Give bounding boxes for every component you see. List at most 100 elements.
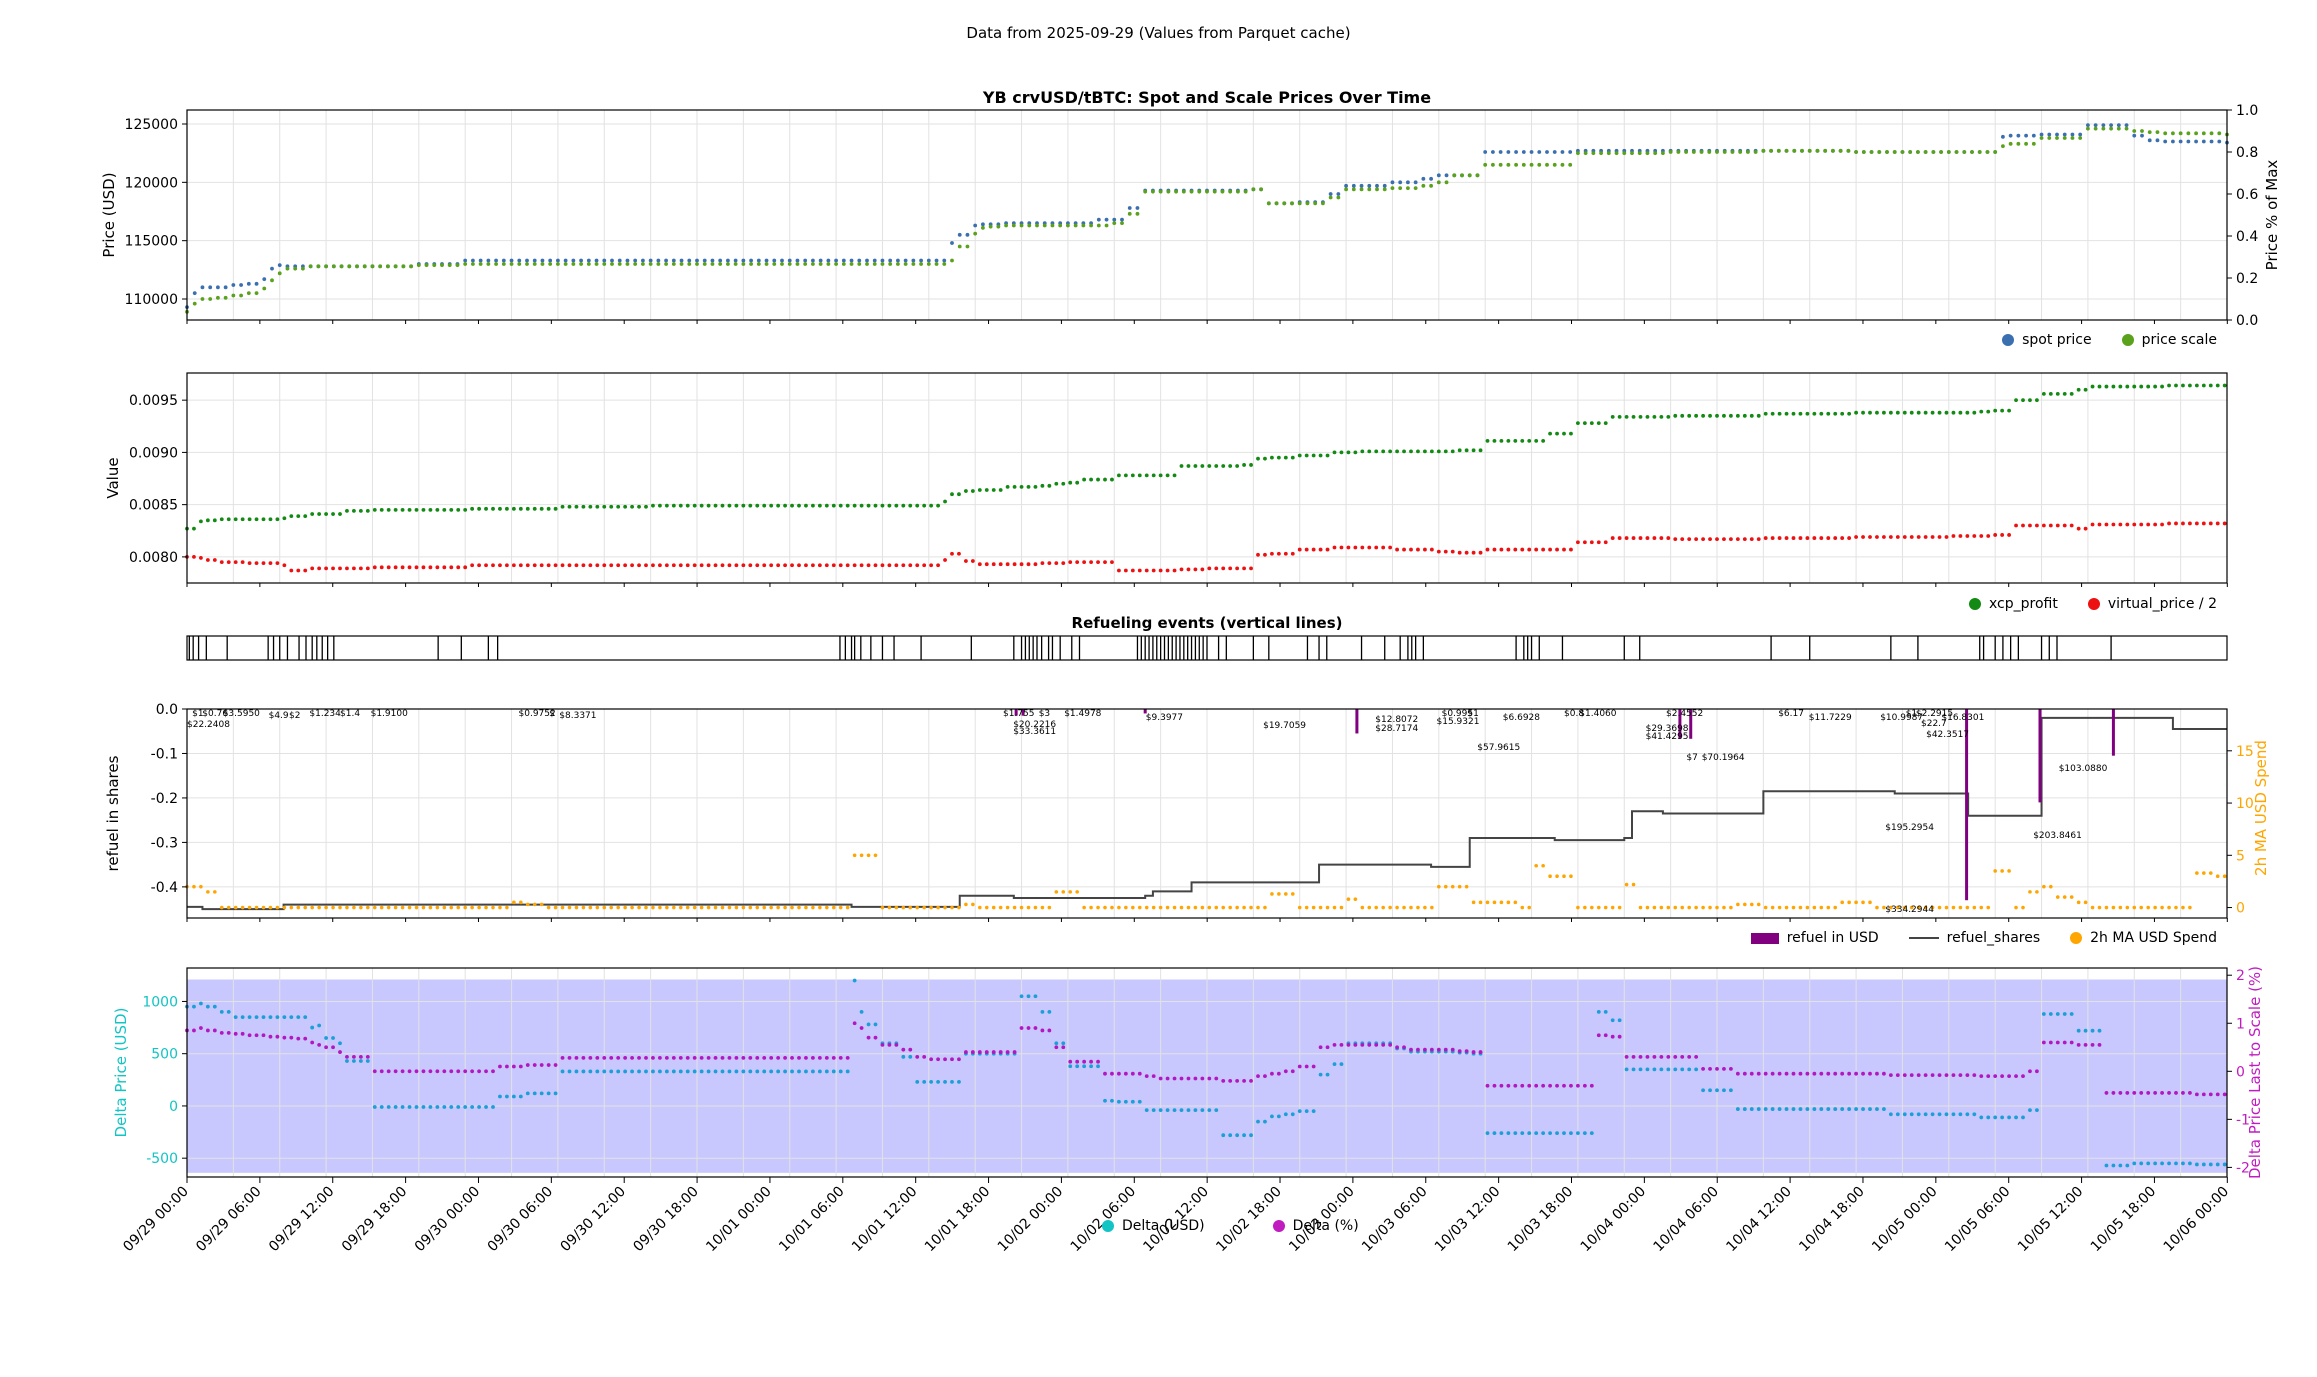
xcp-profit-point: [804, 503, 808, 508]
delta-usd-point: [1701, 1088, 1705, 1093]
xcp-profit-point: [1701, 413, 1705, 418]
virtual-price-point: [699, 563, 704, 568]
ma-usd-spend-point: [2132, 905, 2137, 910]
spot-price-point: [501, 258, 506, 263]
price-scale-point: [950, 258, 954, 263]
delta-pct-point: [671, 1055, 676, 1060]
legend-label-spot: spot price: [2022, 332, 2092, 348]
delta-usd-point: [1332, 1062, 1337, 1067]
delta-usd-point: [2194, 1162, 2199, 1167]
virtual-price-point: [1895, 535, 1900, 539]
ma-usd-spend-point: [498, 905, 502, 910]
delta-usd-point: [539, 1091, 544, 1096]
spot-price-point: [1390, 180, 1395, 185]
ma-usd-spend-point: [1520, 905, 1525, 910]
delta-usd-point: [428, 1105, 433, 1109]
spot-price-point: [926, 258, 931, 263]
delta-pct-point: [2097, 1042, 2102, 1047]
spot-price-point: [888, 258, 893, 263]
delta-pct-point: [1562, 1083, 1566, 1088]
spot-price-point: [718, 258, 723, 263]
price-scale-point: [401, 264, 406, 269]
spot-price-point: [787, 258, 792, 263]
delta-pct-point: [2000, 1074, 2005, 1079]
virtual-price-point: [720, 563, 725, 568]
virtual-price-point: [331, 566, 335, 571]
xcp-profit-point: [2201, 383, 2206, 388]
xcp-profit-point: [2035, 398, 2039, 403]
virtual-price-point: [1061, 561, 1066, 566]
virtual-price-point: [1534, 547, 1539, 552]
virtual-price-point: [1457, 550, 1462, 555]
xcp-profit-point: [1123, 473, 1128, 478]
delta-usd-point: [2014, 1115, 2018, 1120]
delta-usd-point: [2021, 1115, 2025, 1120]
ma-usd-spend-point: [1986, 905, 1991, 910]
ma-usd-spend-point: [192, 884, 196, 889]
delta-usd-point: [2083, 1028, 2088, 1033]
price-scale-point: [1166, 189, 1171, 194]
legend-marker-virtual: [2087, 598, 2100, 610]
virtual-price-point: [1123, 568, 1128, 573]
virtual-price-point: [880, 563, 885, 568]
spot-price-point: [911, 258, 916, 263]
virtual-price-point: [303, 568, 308, 573]
delta-pct-point: [1986, 1074, 1991, 1079]
xcp-profit-point: [1875, 410, 1879, 415]
xcp-profit-point: [2174, 383, 2178, 388]
xcp-profit-point: [1388, 449, 1393, 454]
price-scale-point: [1877, 150, 1882, 154]
y-tick-label: 0: [169, 1099, 178, 1115]
virtual-price-point: [1103, 560, 1107, 565]
xcp-profit-point: [1089, 477, 1093, 482]
price-scale-point: [888, 262, 893, 266]
xcp-profit-point: [1979, 409, 1984, 414]
ma-usd-spend-point: [616, 905, 620, 910]
price-scale-point: [1668, 150, 1673, 154]
delta-pct-point: [2014, 1074, 2018, 1079]
delta-pct-point: [1270, 1071, 1274, 1076]
delta-pct-point: [1409, 1047, 1413, 1052]
price-scale-point: [702, 262, 707, 266]
xcp-profit-point: [1589, 421, 1594, 426]
ma-usd-spend-point: [1430, 905, 1434, 910]
ma-usd-spend-point: [449, 905, 454, 910]
price-scale-point: [1382, 187, 1387, 192]
virtual-price-point: [1429, 547, 1434, 552]
delta-pct-point: [1854, 1071, 1858, 1076]
ma-usd-spend-point: [1304, 905, 1309, 910]
delta-pct-point: [1888, 1073, 1893, 1078]
spot-price-point: [192, 291, 197, 296]
price-scale-point: [1769, 148, 1773, 153]
delta-pct-point: [254, 1033, 259, 1038]
spot-price-point: [811, 258, 815, 263]
delta-usd-point: [219, 1009, 224, 1014]
virtual-price-point: [581, 563, 586, 568]
delta-usd-point: [776, 1069, 781, 1074]
refuel-annotation: $8.3371: [559, 711, 596, 721]
xcp-profit-point: [1513, 439, 1518, 443]
ma-usd-spend-point: [1847, 900, 1851, 905]
delta-usd-point: [1033, 994, 1038, 999]
delta-usd-point: [1276, 1114, 1281, 1119]
ma-usd-spend-point: [644, 905, 648, 910]
xcp-profit-point: [1304, 453, 1309, 458]
ma-usd-spend-point: [1485, 900, 1490, 905]
price-scale-point: [1545, 162, 1549, 167]
ma-usd-spend-point: [1708, 905, 1712, 910]
virtual-price-point: [964, 559, 968, 563]
ma-usd-spend-point: [310, 905, 314, 910]
delta-usd-point: [623, 1069, 628, 1074]
spot-price-point: [1135, 206, 1140, 210]
refuel-annotation: $22.2408: [187, 720, 230, 730]
virtual-price-point: [1186, 567, 1191, 572]
delta-usd-point: [2174, 1161, 2178, 1166]
delta-usd-point: [1722, 1088, 1726, 1093]
delta-pct-point: [1158, 1076, 1163, 1081]
ma-usd-spend-point: [741, 905, 746, 910]
virtual-price-point: [1040, 561, 1045, 566]
xcp-profit-point: [1798, 411, 1803, 416]
xcp-profit-point: [1311, 453, 1316, 458]
price-scale-point: [1792, 148, 1797, 153]
spot-price-point: [857, 258, 862, 263]
